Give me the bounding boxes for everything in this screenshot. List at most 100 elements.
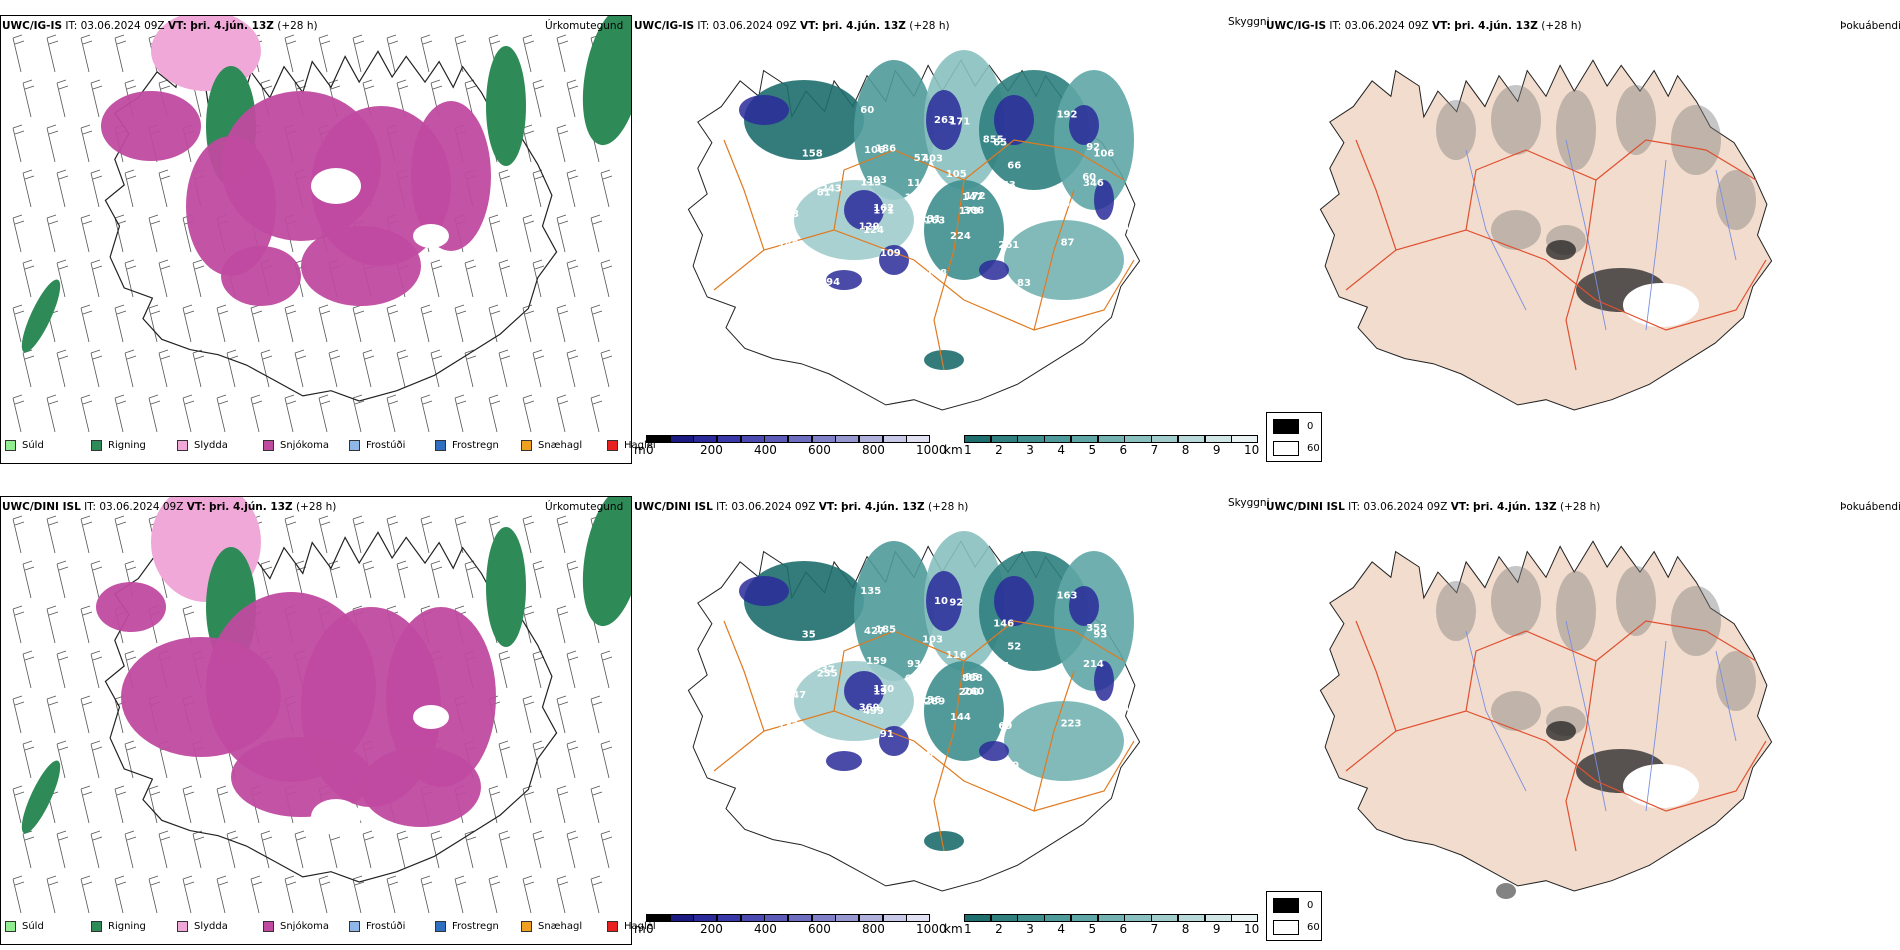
precip-legend-item: Súld bbox=[5, 440, 91, 451]
wind-barb bbox=[556, 124, 569, 163]
wind-barb bbox=[46, 875, 59, 914]
colorbar-segment bbox=[835, 914, 860, 922]
wind-barb bbox=[396, 349, 409, 388]
wind-barb bbox=[90, 259, 103, 298]
height-label: 129 bbox=[859, 222, 880, 233]
vt-label: VT: bbox=[799, 20, 819, 32]
wind-barb bbox=[260, 830, 273, 869]
road bbox=[713, 710, 1135, 812]
low-visibility-area bbox=[924, 531, 1004, 671]
colorbar-tick: 9 bbox=[1212, 922, 1221, 936]
wind-barb bbox=[556, 515, 569, 554]
precip-legend-item: Frostregn bbox=[435, 440, 521, 451]
height-label: 152 bbox=[1123, 222, 1144, 233]
wind-barb bbox=[522, 875, 535, 914]
colorbar-tick: 400 bbox=[754, 922, 777, 936]
height-label: 261 bbox=[998, 240, 1019, 251]
colorbar-m-row2: m 0 200 400 600 800 1000 bbox=[634, 914, 947, 936]
wind-barb bbox=[114, 515, 127, 554]
cloud-base-area bbox=[844, 190, 884, 230]
it-label: IT: bbox=[1348, 501, 1361, 513]
height-label: 89 bbox=[1049, 680, 1063, 691]
wind-barb bbox=[284, 875, 297, 914]
wind-barb bbox=[566, 259, 579, 298]
wind-barb bbox=[328, 560, 341, 599]
height-label: 352 bbox=[1086, 623, 1107, 634]
precip-title-row2: Úrkomutegund bbox=[545, 501, 624, 513]
colorbar-tick: 8 bbox=[1181, 443, 1190, 457]
height-label: 369 bbox=[859, 703, 880, 714]
wind-barb bbox=[318, 34, 331, 73]
wind-barb bbox=[46, 515, 59, 554]
height-label: 105 bbox=[946, 169, 967, 180]
rain-area-west bbox=[21, 279, 61, 353]
cloud-base-area bbox=[739, 95, 789, 125]
colorbar-segment bbox=[693, 914, 718, 922]
legend-label: Snjókoma bbox=[280, 440, 330, 451]
model-header-row1: UWC/IG-IS IT: 03.06.2024 09Z VT: þri. 4.… bbox=[2, 20, 318, 32]
fog-dark-area bbox=[1496, 883, 1516, 899]
height-label: 200 bbox=[959, 687, 980, 698]
wind-barb bbox=[90, 79, 103, 118]
wind-barb bbox=[420, 515, 433, 554]
colorbar-segment bbox=[740, 914, 765, 922]
wind-barb bbox=[114, 34, 127, 73]
wind-barb bbox=[386, 304, 399, 343]
fog-map-row1 bbox=[1319, 59, 1773, 411]
lead-time: (+28 h) bbox=[909, 20, 950, 32]
colorbar-tick: 7 bbox=[1150, 443, 1159, 457]
fog-title-row2: Þokuábendi bbox=[1840, 501, 1900, 513]
snow-area bbox=[96, 582, 166, 632]
wind-barb bbox=[80, 304, 93, 343]
wind-barb bbox=[590, 695, 603, 734]
fog-legend-item: 0 bbox=[1273, 898, 1313, 913]
height-label: 263 bbox=[934, 115, 955, 126]
height-label: 260 bbox=[963, 687, 984, 698]
legend-label: Rigning bbox=[108, 440, 146, 451]
wind-barb bbox=[600, 740, 613, 779]
wind-barb bbox=[226, 349, 239, 388]
wind-barb bbox=[182, 785, 195, 824]
wind-barb bbox=[556, 394, 569, 433]
colorbar-km-row1: km 1 2 3 4 5 6 7 8 9 10 bbox=[944, 435, 1262, 457]
wind-barb bbox=[396, 560, 409, 599]
wind-barb bbox=[556, 304, 569, 343]
height-label: 158 bbox=[802, 149, 823, 160]
height-label: 147 bbox=[785, 690, 806, 701]
colorbar-segment bbox=[1124, 914, 1152, 922]
wind-barb bbox=[590, 304, 603, 343]
wind-barb bbox=[158, 830, 171, 869]
height-label: 93 bbox=[907, 659, 921, 670]
dry-gap bbox=[413, 705, 449, 729]
fog-shade bbox=[1616, 85, 1656, 155]
wind-barb bbox=[90, 560, 103, 599]
precip-legend-item: Frostúði bbox=[349, 921, 435, 932]
fog-legend-swatch bbox=[1273, 920, 1299, 935]
precip-map-row2 bbox=[12, 497, 631, 914]
wind-barb bbox=[464, 830, 477, 869]
low-visibility-area bbox=[1054, 70, 1134, 210]
height-label: 178 bbox=[926, 268, 947, 279]
cloud-base-area bbox=[826, 270, 862, 290]
height-label: 185 bbox=[875, 625, 896, 636]
wind-barb bbox=[386, 515, 399, 554]
wind-barb bbox=[566, 560, 579, 599]
height-label: 159 bbox=[866, 656, 887, 667]
legend-swatch bbox=[521, 921, 532, 932]
colorbar-segment bbox=[859, 435, 884, 443]
low-visibility-area bbox=[924, 180, 1004, 280]
fog-shade bbox=[1616, 566, 1656, 636]
height-label: 80 bbox=[926, 749, 940, 760]
wind-barb bbox=[124, 740, 137, 779]
wind-barb bbox=[158, 349, 171, 388]
wind-barb bbox=[566, 349, 579, 388]
cloud-base-area bbox=[926, 90, 962, 150]
fog-legend-item: 60 bbox=[1273, 920, 1320, 935]
wind-barb bbox=[114, 394, 127, 433]
height-label: 855 bbox=[983, 135, 1004, 146]
legend-swatch bbox=[91, 440, 102, 451]
fog-legend-row2: 0 60 bbox=[1266, 891, 1322, 941]
it-value: 03.06.2024 09Z bbox=[1363, 501, 1448, 513]
wind-barb bbox=[148, 785, 161, 824]
wind-barb bbox=[532, 830, 545, 869]
